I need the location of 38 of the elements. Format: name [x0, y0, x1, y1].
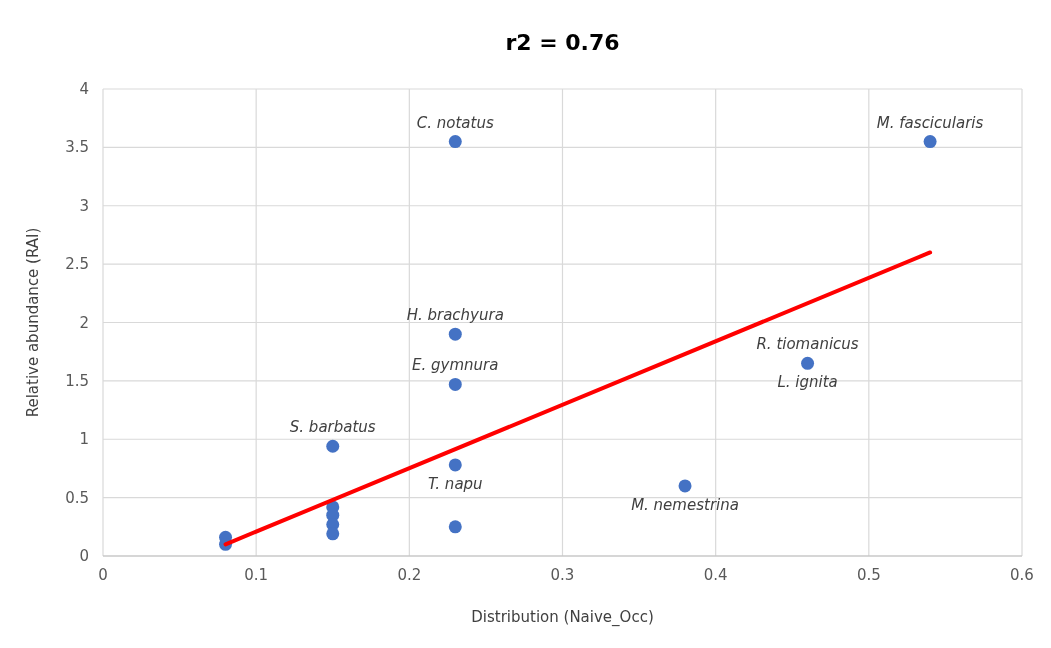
- annotation: C. notatus: [416, 113, 494, 132]
- point: [448, 135, 462, 149]
- annotation: E. gymnura: [412, 356, 499, 375]
- annotation: M. fascicularis: [876, 113, 984, 132]
- x-tick-label: 0.1: [244, 566, 269, 584]
- annotation: T. napu: [427, 474, 483, 493]
- y-tick-label: 1.5: [65, 371, 89, 390]
- point: [448, 377, 462, 391]
- annotation: R. tiomanicus: [756, 335, 859, 354]
- y-tick-label: 1: [79, 430, 89, 449]
- x-tick-label: 0.4: [703, 566, 728, 584]
- annotation: H. brachyura: [406, 306, 504, 325]
- y-tick-label: 0.5: [65, 488, 89, 507]
- x-tick-label: 0.6: [1010, 566, 1034, 584]
- y-tick-label: 0: [79, 547, 89, 565]
- y-axis-title: Relative abundance (RAI): [24, 227, 42, 418]
- annotation: L. ignita: [777, 373, 838, 392]
- point: [923, 135, 937, 149]
- point: [801, 356, 815, 370]
- x-axis-title: Distribution (Naive_Occ): [471, 608, 654, 627]
- point: [448, 520, 462, 534]
- y-tick-label: 4: [79, 80, 89, 98]
- x-tick-label: 0.5: [856, 566, 881, 584]
- x-tick-label: 0: [98, 566, 108, 584]
- point: [678, 479, 692, 493]
- point: [448, 327, 462, 341]
- y-tick-label: 3: [79, 196, 89, 215]
- y-tick-label: 3.5: [65, 138, 89, 157]
- x-tick-label: 0.2: [397, 566, 422, 584]
- point: [326, 439, 340, 453]
- point: [448, 458, 462, 472]
- y-tick-label: 2: [79, 313, 89, 332]
- y-tick-label: 2.5: [65, 255, 89, 274]
- annotation: M. nemestrina: [631, 495, 739, 514]
- point: [326, 527, 340, 541]
- annotation: S. barbatus: [289, 418, 376, 437]
- x-tick-label: 0.3: [550, 566, 575, 584]
- chart-title: r2 = 0.76: [505, 30, 620, 55]
